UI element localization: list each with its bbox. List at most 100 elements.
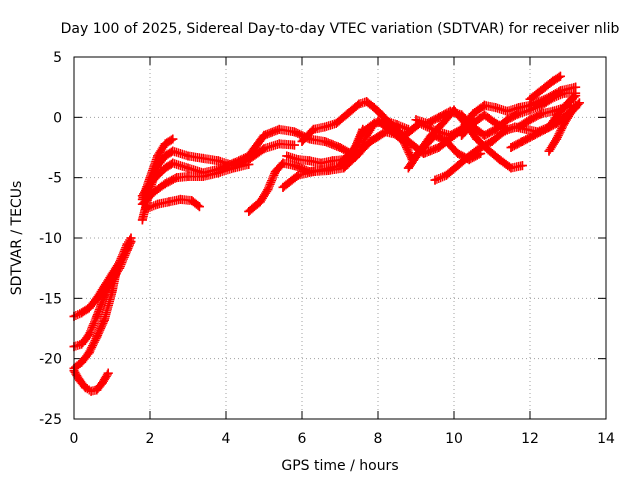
series-track-22	[544, 98, 584, 156]
series-track-4	[69, 366, 113, 396]
data-point	[244, 151, 254, 161]
data-point	[305, 156, 315, 166]
data-point	[92, 293, 102, 303]
data-point	[495, 155, 505, 165]
data-point	[122, 245, 132, 255]
data-point	[502, 115, 512, 125]
y-tick-label: 5	[53, 50, 62, 66]
data-point	[259, 144, 269, 154]
data-point	[293, 155, 303, 165]
data-point	[384, 124, 394, 134]
data-point	[468, 109, 478, 119]
data-point	[536, 109, 546, 119]
data-point	[327, 156, 337, 166]
data-point	[107, 287, 117, 297]
data-point	[411, 115, 421, 125]
data-point	[365, 136, 375, 146]
data-point	[168, 146, 178, 156]
data-point	[160, 163, 170, 173]
data-point	[77, 357, 87, 367]
data-point	[339, 163, 349, 173]
data-point	[548, 106, 558, 116]
data-point	[77, 339, 87, 349]
data-point	[457, 110, 467, 120]
data-point	[552, 118, 562, 128]
data-point	[533, 88, 543, 98]
x-tick-label: 4	[222, 431, 231, 447]
data-point	[548, 76, 558, 86]
data-point	[514, 109, 524, 119]
data-point	[559, 88, 569, 98]
data-point	[84, 330, 94, 340]
data-point	[434, 112, 444, 122]
data-point	[536, 100, 546, 110]
series-track-9	[137, 134, 178, 204]
data-point	[438, 118, 448, 128]
series-track-8	[141, 194, 204, 214]
data-point	[164, 197, 174, 207]
data-point	[103, 368, 113, 378]
data-point	[137, 194, 147, 204]
data-point	[145, 173, 155, 183]
data-point	[521, 124, 531, 134]
data-point	[479, 100, 489, 110]
data-point	[308, 167, 318, 177]
data-point	[92, 311, 102, 321]
y-tick-label: -15	[39, 291, 62, 307]
series-track-20	[525, 71, 565, 104]
data-point	[149, 187, 159, 197]
data-point	[274, 139, 284, 149]
series-track-19	[457, 100, 581, 140]
data-point	[213, 168, 223, 178]
data-point	[544, 146, 554, 156]
data-point	[339, 155, 349, 165]
data-point	[308, 124, 318, 134]
data-point	[362, 97, 372, 107]
data-point	[502, 106, 512, 116]
data-point	[403, 163, 413, 173]
axis-ticks: 0 2 4 6 8 10 12 14 -25 -20 -15 -10 -5 0 5	[39, 50, 615, 447]
data-point	[175, 194, 185, 204]
data-point	[255, 197, 265, 207]
data-point	[350, 152, 360, 162]
y-tick-label: 0	[53, 110, 62, 126]
data-point	[441, 170, 451, 180]
data-point	[445, 106, 455, 116]
data-point	[160, 139, 170, 149]
data-point	[198, 153, 208, 163]
x-tick-label: 10	[445, 431, 463, 447]
data-point	[540, 82, 550, 92]
data-point	[141, 204, 151, 214]
x-tick-label: 8	[374, 431, 383, 447]
y-tick-label: -10	[39, 231, 62, 247]
data-point	[278, 158, 288, 168]
data-point	[479, 130, 489, 140]
data-point	[396, 134, 406, 144]
data-point	[476, 143, 486, 152]
data-point	[126, 237, 136, 247]
data-point	[552, 134, 562, 144]
data-point	[517, 161, 527, 171]
data-point	[98, 378, 107, 388]
data-point	[567, 106, 577, 116]
data-point	[137, 215, 147, 225]
data-point	[369, 103, 379, 113]
data-point	[92, 332, 102, 342]
data-point	[77, 308, 87, 318]
data-point	[415, 146, 425, 156]
data-point	[434, 143, 444, 152]
data-point	[92, 385, 102, 395]
data-point	[316, 158, 326, 168]
data-point	[506, 163, 516, 173]
y-tick-label: -5	[48, 171, 62, 187]
data-point	[506, 143, 516, 152]
data-point	[160, 151, 170, 161]
data-point	[525, 94, 535, 104]
data-point	[115, 263, 125, 273]
data-point	[183, 171, 193, 181]
data-point	[559, 103, 569, 113]
data-point	[540, 124, 550, 134]
data-point	[153, 199, 163, 209]
data-point	[75, 375, 85, 385]
